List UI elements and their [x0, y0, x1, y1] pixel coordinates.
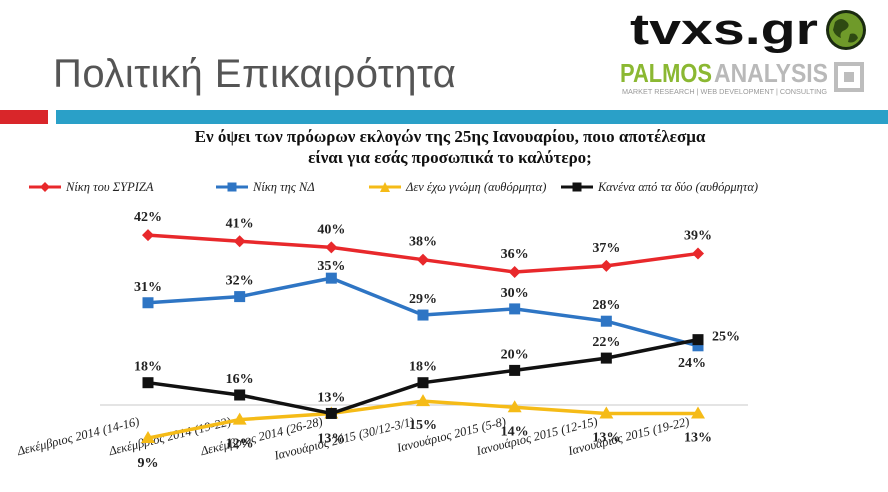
data-label: 22% [592, 335, 620, 350]
data-label: 38% [409, 235, 437, 250]
legend-label: Νίκη του ΣΥΡΙΖΑ [66, 179, 154, 194]
data-point-marker [232, 412, 247, 425]
data-point-marker [692, 334, 704, 346]
data-label: 40% [317, 222, 345, 237]
accent-bar-blue [56, 110, 888, 124]
data-point-marker [692, 340, 704, 352]
page-title: Πολιτική Επικαιρότητα [53, 52, 457, 96]
data-label: 9% [138, 456, 159, 471]
data-label: 20% [501, 347, 529, 362]
palmos-tagline: MARKET RESEARCH | WEB DEVELOPMENT | CONS… [622, 89, 827, 96]
data-point-marker [141, 431, 155, 444]
data-label: 32% [226, 274, 254, 289]
chart-title-line-2: είναι για εσάς προσωπικά το καλύτερο; [308, 148, 592, 167]
data-point-marker [416, 394, 430, 407]
data-point-marker [234, 389, 246, 401]
data-point-marker [509, 303, 521, 315]
legend-label: Νίκη της ΝΔ [253, 179, 315, 194]
data-point-marker [417, 253, 429, 266]
data-label: 25% [712, 330, 740, 345]
data-point-marker [233, 235, 246, 248]
data-point-marker [417, 309, 429, 321]
data-label: 37% [592, 241, 620, 256]
data-point-marker [234, 291, 246, 303]
data-point-marker [509, 364, 521, 376]
data-point-marker [142, 297, 154, 309]
legend-label: Κανένα από τα δύο (αυθόρμητα) [598, 179, 759, 194]
tvxs-logo: tvxs.gr [630, 5, 866, 54]
data-label: 14% [501, 424, 529, 439]
data-point-marker [142, 229, 154, 242]
legend-item: Νίκη της ΝΔ [215, 179, 315, 195]
data-point-marker [417, 377, 429, 389]
legend-swatch [216, 182, 248, 192]
data-point-marker [692, 247, 704, 260]
tvxs-logo-text: tvxs.gr [630, 5, 818, 54]
data-point-marker [600, 352, 612, 364]
legend-item: Κανένα από τα δύο (αυθόρμητα) [560, 179, 758, 195]
data-label: 35% [317, 259, 345, 274]
legend-swatch [369, 182, 401, 192]
data-label: 18% [409, 360, 437, 375]
data-point-marker [600, 259, 613, 272]
legend-swatch [29, 182, 61, 192]
data-point-marker [600, 315, 612, 327]
accent-bar-red [0, 110, 48, 124]
data-label: 24% [678, 356, 706, 371]
data-label: 12% [226, 437, 254, 452]
data-label: 13% [317, 431, 345, 446]
data-label: 13% [684, 430, 712, 445]
data-point-marker [325, 407, 337, 419]
data-label: 18% [134, 360, 162, 375]
data-point-marker [599, 406, 614, 419]
analysis-logo-text: ANALYSIS [714, 58, 828, 88]
data-label: 15% [409, 418, 437, 433]
data-label: 41% [226, 216, 254, 231]
data-label: 13% [592, 430, 620, 445]
data-label: 36% [501, 247, 529, 262]
data-label: 30% [501, 286, 529, 301]
chart-title-line-1: Εν όψει των πρόωρων εκλογών της 25ης Ιαν… [194, 127, 706, 146]
data-point-marker [508, 266, 521, 278]
legend-item: Δεν έχω γνώμη (αυθόρμητα) [368, 179, 546, 195]
data-label: 31% [134, 280, 162, 295]
data-point-marker [325, 272, 337, 284]
data-label: 13% [317, 390, 345, 405]
data-label: 42% [134, 210, 162, 225]
palmos-logo-text: PALMOS [620, 58, 712, 88]
data-label: 16% [226, 372, 254, 387]
chart-title: Εν όψει των πρόωρων εκλογών της 25ης Ιαν… [60, 126, 840, 168]
data-label: 29% [409, 292, 437, 307]
data-point-marker [142, 377, 154, 389]
legend-item: Νίκη του ΣΥΡΙΖΑ [28, 179, 154, 195]
data-label: 39% [684, 229, 712, 244]
data-point-marker [325, 241, 338, 254]
data-label: 28% [592, 298, 620, 313]
data-point-marker [507, 400, 522, 413]
data-point-marker [691, 406, 705, 419]
legend-swatch [561, 182, 593, 192]
palmos-analysis-logo: PALMOS ANALYSIS MARKET RESEARCH | WEB DE… [620, 58, 864, 96]
palmos-square-icon [834, 62, 864, 92]
legend-label: Δεν έχω γνώμη (αυθόρμητα) [406, 179, 547, 194]
